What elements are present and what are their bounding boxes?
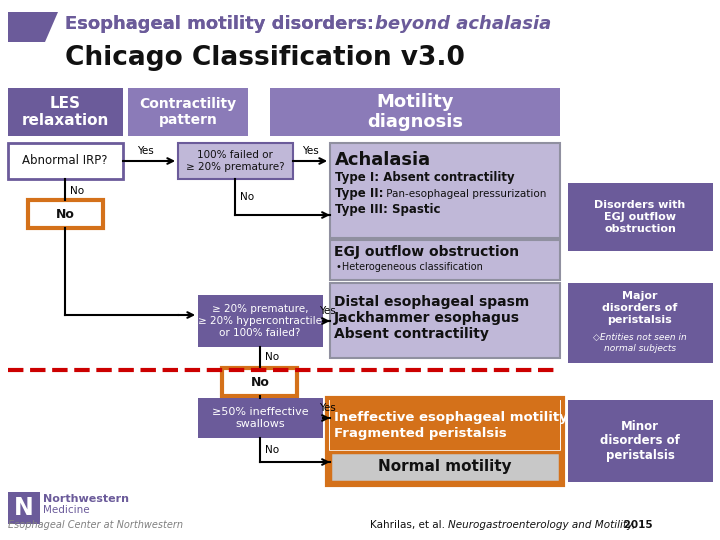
Text: Achalasia: Achalasia (335, 151, 431, 169)
Text: ≥50% ineffective
swallows: ≥50% ineffective swallows (212, 407, 308, 429)
Text: Type I: Absent contractility: Type I: Absent contractility (335, 171, 515, 184)
Text: No: No (265, 352, 279, 362)
Text: beyond achalasia: beyond achalasia (375, 15, 552, 33)
Bar (8, 143, 123, 179)
Text: Esophageal motility disorders:: Esophageal motility disorders: (65, 15, 380, 33)
Text: Chicago Classification v3.0: Chicago Classification v3.0 (65, 45, 465, 71)
Text: Type III: Spastic: Type III: Spastic (335, 204, 441, 217)
Text: ≥ 20% premature,
≥ 20% hypercontractile
or 100% failed?: ≥ 20% premature, ≥ 20% hypercontractile … (198, 305, 322, 338)
Text: Pan-esophageal pressurization: Pan-esophageal pressurization (383, 189, 546, 199)
Text: •Heterogeneous classification: •Heterogeneous classification (336, 262, 483, 272)
Text: Normal motility: Normal motility (378, 460, 512, 475)
Text: 2015: 2015 (620, 520, 652, 530)
Text: Jackhammer esophagus: Jackhammer esophagus (334, 311, 520, 325)
Polygon shape (8, 12, 58, 42)
Text: Esophageal motility disorders:: Esophageal motility disorders: (65, 15, 380, 33)
Text: Medicine: Medicine (43, 505, 89, 515)
Bar (222, 368, 297, 396)
Text: No: No (70, 186, 84, 196)
Text: No: No (240, 192, 254, 202)
Text: LES
relaxation: LES relaxation (22, 96, 109, 128)
Text: EGJ outflow obstruction: EGJ outflow obstruction (334, 245, 519, 259)
Text: No: No (55, 207, 74, 220)
Text: Fragmented peristalsis: Fragmented peristalsis (334, 428, 507, 441)
Text: Abnormal IRP?: Abnormal IRP? (22, 154, 108, 167)
Bar (568, 183, 713, 251)
Text: ◇Entities not seen in
normal subjects: ◇Entities not seen in normal subjects (593, 333, 687, 353)
Bar (8, 492, 40, 524)
Bar (330, 283, 560, 358)
Text: Neurogastroenterology and Motility,: Neurogastroenterology and Motility, (448, 520, 636, 530)
Bar (330, 240, 560, 280)
Bar (178, 143, 293, 179)
Text: No: No (251, 375, 269, 388)
Bar (198, 398, 323, 438)
Text: Contractility
pattern: Contractility pattern (140, 97, 237, 127)
Bar (330, 400, 560, 450)
Text: Type II:: Type II: (335, 187, 384, 200)
Text: Major
disorders of
peristalsis: Major disorders of peristalsis (603, 292, 678, 325)
Text: Yes: Yes (302, 146, 318, 156)
Text: Northwestern: Northwestern (43, 494, 129, 504)
Bar (128, 88, 248, 136)
Text: N: N (14, 496, 34, 520)
Text: Ineffective esophageal motility: Ineffective esophageal motility (334, 411, 568, 424)
Text: Minor
disorders of
peristalsis: Minor disorders of peristalsis (600, 420, 680, 462)
Text: Yes: Yes (319, 403, 336, 413)
Bar (270, 88, 560, 136)
Text: No: No (265, 445, 279, 455)
Bar (8, 88, 123, 136)
Text: 100% failed or
≥ 20% premature?: 100% failed or ≥ 20% premature? (186, 150, 284, 172)
Bar (330, 452, 560, 482)
Text: Absent contractility: Absent contractility (334, 327, 489, 341)
Text: Disorders with
EGJ outflow
obstruction: Disorders with EGJ outflow obstruction (595, 200, 685, 234)
Text: Esophageal Center at Northwestern: Esophageal Center at Northwestern (8, 520, 183, 530)
Bar (198, 295, 323, 347)
Text: Yes: Yes (137, 146, 153, 156)
Text: Distal esophageal spasm: Distal esophageal spasm (334, 295, 529, 309)
Text: Motility
diagnosis: Motility diagnosis (367, 92, 463, 131)
Bar (327, 398, 563, 485)
Bar (330, 143, 560, 238)
Text: Yes: Yes (319, 306, 336, 316)
Bar (568, 400, 713, 482)
Text: Kahrilas, et al.: Kahrilas, et al. (370, 520, 449, 530)
Bar (568, 283, 713, 363)
Bar (28, 200, 103, 228)
